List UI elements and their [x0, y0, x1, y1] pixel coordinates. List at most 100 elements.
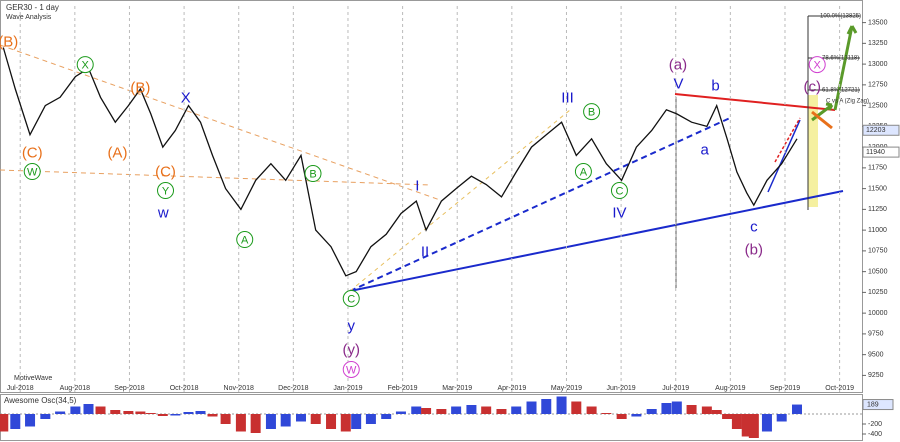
osc-last-box: [862, 399, 894, 411]
wave-label: (a): [669, 57, 687, 74]
osc-bar: [220, 414, 231, 424]
osc-bar: [496, 409, 507, 414]
osc-bar: [265, 414, 276, 429]
wave-label: B: [588, 106, 595, 118]
price-line: [2, 47, 798, 277]
wave-label: A: [241, 234, 249, 246]
chart-title: GER30 - 1 day: [6, 3, 59, 12]
osc-bar: [436, 409, 447, 414]
wave-circle: [23, 163, 41, 181]
osc-bar: [83, 404, 94, 414]
arrow: [811, 110, 833, 130]
fib-label: 78.6%(13118): [822, 56, 859, 62]
x-tick-label: Mar-2019: [442, 385, 472, 392]
wave-label: C: [347, 293, 355, 305]
trend-line: [349, 190, 844, 292]
wave-label: (B): [130, 80, 150, 97]
x-tick-label: Jun-2019: [606, 385, 635, 392]
osc-bar: [395, 411, 406, 414]
wave-label: a: [701, 142, 710, 159]
osc-bar: [55, 411, 66, 414]
osc-bar: [616, 414, 627, 419]
osc-bar: [571, 401, 582, 414]
osc-bar: [451, 406, 462, 414]
osc-bar: [601, 413, 612, 414]
wave-label: A: [580, 166, 588, 178]
x-tick-label: Jul-2018: [7, 385, 34, 392]
wave-label: II: [421, 244, 429, 261]
osc-title: Awesome Osc(34,5): [4, 396, 77, 405]
y-tick-label: -400: [868, 431, 882, 438]
osc-bar: [157, 414, 168, 416]
y-tick-label: 9500: [868, 351, 884, 358]
wave-label: (y): [342, 341, 360, 358]
wave-label: (A): [107, 145, 127, 162]
trend-lines: [0, 15, 860, 292]
osc-bar: [170, 414, 181, 416]
osc-bar: [748, 414, 759, 438]
price-label: 11940: [866, 149, 885, 156]
y-tick-label: 9250: [868, 372, 884, 379]
osc-bar: [761, 414, 772, 432]
x-tick-label: Oct-2018: [170, 385, 199, 392]
wave-label: W: [27, 166, 38, 178]
wave-label: y: [347, 317, 355, 334]
arrow: [811, 102, 834, 122]
fib-label: 61.8%(12721): [822, 88, 860, 94]
y-tick-label: 12500: [868, 102, 888, 109]
y-tick-label: -200: [868, 421, 882, 428]
osc-bar: [661, 403, 672, 414]
x-tick-label: Jul-2019: [662, 385, 689, 392]
price-label: 12203: [866, 127, 886, 134]
x-tick-label: Aug-2018: [60, 385, 90, 392]
osc-bar: [351, 414, 362, 429]
price-label-box: [862, 124, 900, 136]
osc-bar: [10, 414, 21, 429]
x-tick-label: Dec-2018: [278, 385, 308, 392]
osc-bar: [123, 411, 134, 414]
osc-bar: [586, 406, 597, 414]
osc-bar: [340, 414, 351, 432]
wave-label: (C): [155, 163, 176, 180]
osc-bar: [207, 414, 218, 417]
x-tick-label: May-2019: [551, 385, 582, 392]
osc-bar: [722, 414, 733, 419]
osc-bar: [646, 409, 657, 414]
osc-bar: [235, 414, 246, 432]
y-tick-label: 11000: [868, 227, 887, 234]
osc-bar: [421, 408, 432, 414]
y-tick-label: 12750: [868, 82, 888, 89]
guide-line: [0, 44, 441, 201]
wave-circle: [342, 290, 360, 308]
osc-bar: [195, 411, 206, 414]
osc-bar: [541, 399, 552, 414]
osc-bar: [411, 406, 422, 414]
osc-bar: [481, 406, 492, 414]
wave-circle: [76, 56, 94, 74]
wave-label: I: [415, 178, 419, 195]
osc-bar: [381, 414, 392, 419]
target-zone: [808, 95, 818, 207]
osc-bar: [280, 414, 291, 427]
wave-label: III: [561, 90, 574, 107]
wave-circle: [236, 231, 254, 249]
y-tick-label: 11250: [868, 206, 887, 213]
osc-bar: [556, 396, 567, 414]
osc-bar: [511, 406, 522, 414]
price-label-box: [862, 146, 900, 158]
osc-last-label: 189: [867, 401, 879, 408]
osc-bar: [631, 414, 642, 417]
watermark: MotiveWave: [14, 375, 52, 382]
osc-bar: [731, 414, 742, 429]
y-tick-label: 13500: [868, 19, 888, 26]
wave-label: W: [346, 364, 357, 376]
osc-bar: [110, 410, 121, 414]
osc-bar: [466, 405, 477, 414]
wave-label: (c): [804, 79, 822, 96]
wave-label: (B): [0, 34, 18, 51]
wave-label: V: [673, 76, 683, 93]
wave-label: Y: [162, 185, 170, 197]
osc-bar: [250, 414, 261, 433]
